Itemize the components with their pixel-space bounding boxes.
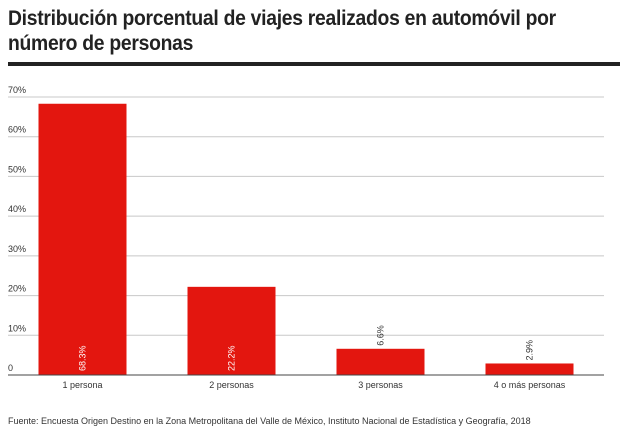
title-divider [8,62,620,66]
bar-chart: 0 10% 20% 30% 40% 50% 60% 70% 1 persona 68.3% 2 pe… [8,85,604,390]
data-label: 22.2% [227,345,237,371]
bar [336,348,425,375]
bar [38,103,127,375]
data-label: 2.9% [525,340,535,361]
bar [187,286,276,375]
bar [485,363,574,375]
y-tick-label: 10% [8,323,26,333]
chart-title: Distribución porcentual de viajes realiz… [8,7,556,55]
source-note: Fuente: Encuesta Origen Destino en la Zo… [8,416,531,426]
x-tick-label: 1 persona [62,380,102,390]
y-tick-label: 30% [8,244,26,254]
x-tick-label: 2 personas [209,380,254,390]
y-tick-label: 50% [8,164,26,174]
data-label: 68.3% [78,345,88,371]
x-tick-label: 4 o más personas [494,380,566,390]
x-tick-label: 3 personas [358,380,403,390]
data-label: 6.6% [376,325,386,346]
y-tick-label: 40% [8,204,26,214]
y-tick-label: 60% [8,125,26,135]
y-tick-label: 0 [8,363,13,373]
y-tick-label: 20% [8,284,26,294]
y-tick-label: 70% [8,85,26,95]
